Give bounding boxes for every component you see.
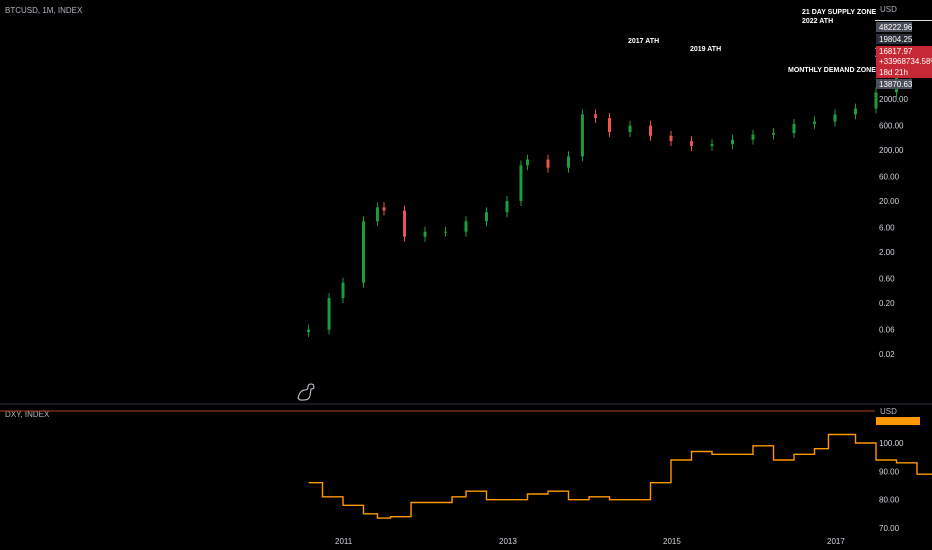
btc-ytick-label: 2.00 (879, 248, 895, 257)
btc-candle-body (772, 133, 775, 135)
btc-candle-body (874, 92, 878, 109)
x-tick-label: 2013 (499, 537, 517, 546)
dxy-ytick-label: 100.00 (879, 439, 904, 448)
badge-change-text: +33968734.58% (879, 57, 932, 66)
btcusd-symbol-label: BTCUSD, 1M, INDEX (5, 6, 83, 15)
btc-candle-body (423, 231, 427, 237)
btc-candle-body (485, 212, 488, 222)
btc-ytick-label: 0.06 (879, 326, 895, 335)
btc-candle-body (731, 139, 734, 145)
btc-candle-body (567, 156, 570, 168)
btc-candle-body (444, 231, 447, 233)
btc-candle-body (526, 159, 529, 166)
ath-2017-label: 2017 ATH (628, 38, 659, 45)
dxy-line (308, 433, 932, 519)
x-tick-label: 2015 (663, 537, 681, 546)
btc-candle-body (505, 201, 509, 213)
btc-ytick-label: 200.00 (879, 146, 904, 155)
btc-candle-body (594, 114, 598, 118)
btc-ytick-label: 600.00 (879, 122, 904, 131)
dino-icon (297, 383, 315, 401)
btc-candle-body (362, 221, 365, 283)
btc-candle-body (580, 114, 584, 157)
btc-candle-body (307, 329, 311, 333)
badge-48222-text: 48222.96 (879, 23, 913, 32)
dxy-ytick-label: 80.00 (879, 496, 900, 505)
btc-candle-body (341, 282, 345, 299)
badge-19804-text: 19804.25 (879, 35, 913, 44)
demand-zone-label: MONTHLY DEMAND ZONE (788, 67, 876, 74)
x-tick-label: 2011 (335, 537, 353, 546)
btc-candle-body (649, 125, 652, 136)
btc-candle-body (546, 159, 550, 168)
btc-currency-label: USD (880, 5, 897, 14)
btc-candle-body (669, 135, 673, 142)
btc-candle-body (382, 207, 386, 211)
btc-ytick-label: 0.20 (879, 299, 895, 308)
ath-2022-label: 2022 ATH (802, 18, 833, 25)
btc-candle-body (833, 114, 837, 122)
btc-ytick-label: 60.00 (879, 173, 900, 182)
btc-candle-body (327, 298, 331, 330)
badge-last-price-text: 16817.97 (879, 47, 913, 56)
x-tick-label: 2017 (827, 537, 845, 546)
btc-candle-body (854, 108, 857, 115)
dxy-last-badge (876, 417, 920, 425)
btc-ytick-label: 0.02 (879, 350, 895, 359)
badge-48222 (876, 22, 912, 32)
dxy-symbol-label: DXY, INDEX (5, 410, 50, 419)
supply-zone-label: 21 DAY SUPPLY ZONE (802, 9, 877, 16)
badge-13870 (876, 79, 912, 89)
btc-candle-body (690, 141, 693, 146)
btc-candle-body (710, 144, 714, 146)
badge-19804 (876, 34, 912, 44)
btc-candle-body (792, 123, 796, 134)
btc-candle-body (519, 165, 523, 201)
badge-countdown-text: 18d 21h (879, 68, 908, 77)
btc-candle-body (628, 125, 632, 133)
dxy-currency-label: USD (880, 407, 897, 416)
btc-ytick-label: 2000.00 (879, 95, 908, 104)
badge-13870-text: 13870.63 (879, 80, 913, 89)
btc-candle-body (464, 221, 468, 232)
badge-last-price (876, 46, 932, 78)
btc-ytick-label: 20.00 (879, 197, 900, 206)
btc-candle-body (608, 117, 611, 133)
btc-candle-body (813, 121, 816, 124)
dxy-ytick-label: 70.00 (879, 524, 900, 533)
ath-2019-label: 2019 ATH (690, 46, 721, 53)
btc-ytick-label: 0.60 (879, 275, 895, 284)
btc-candle-body (403, 210, 406, 237)
btc-candle-body (751, 134, 755, 140)
btc-ytick-label: 6.00 (879, 224, 895, 233)
dxy-ytick-label: 90.00 (879, 467, 900, 476)
btc-candle-body (375, 207, 379, 222)
